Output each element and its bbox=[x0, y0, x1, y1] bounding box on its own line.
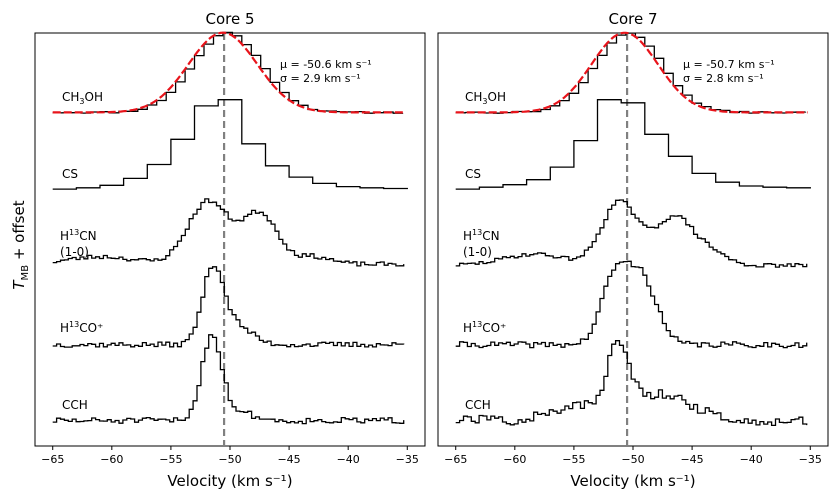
label-sup: 13 bbox=[472, 320, 482, 329]
species-label: H13CO⁺ bbox=[60, 320, 103, 335]
x-tick-label: −35 bbox=[799, 453, 822, 466]
x-tick-label: −35 bbox=[396, 453, 419, 466]
fit-mu-annotation: μ = -50.6 km s⁻¹ bbox=[280, 58, 372, 71]
species-label: CCH bbox=[465, 398, 491, 412]
gaussian-fit-curve bbox=[52, 31, 405, 114]
x-tick-label: −60 bbox=[503, 453, 526, 466]
spectrum-h13cn-1-0- bbox=[52, 198, 405, 267]
label-main: CS bbox=[465, 167, 481, 181]
label-main: H bbox=[463, 321, 472, 335]
ylabel-t: T bbox=[10, 279, 28, 290]
spectrum-cch bbox=[455, 340, 808, 427]
spectrum-cch bbox=[52, 334, 405, 425]
x-tick-label: −45 bbox=[680, 453, 703, 466]
x-axis-label: Velocity (km s⁻¹) bbox=[570, 472, 695, 490]
x-tick-label: −45 bbox=[277, 453, 300, 466]
species-label: H13CN bbox=[463, 228, 500, 243]
ylabel-sub: MB bbox=[20, 265, 31, 281]
x-tick-label: −50 bbox=[621, 453, 644, 466]
label-sup: 13 bbox=[472, 228, 482, 237]
species-label: H13CN bbox=[60, 228, 97, 243]
x-axis-label: Velocity (km s⁻¹) bbox=[167, 472, 292, 490]
label-main: CCH bbox=[62, 398, 88, 412]
x-tick-label: −65 bbox=[41, 453, 64, 466]
label-sup: 13 bbox=[69, 228, 79, 237]
label-main: H bbox=[60, 321, 69, 335]
label-main: H bbox=[60, 229, 69, 243]
spectrum-h13cn-1-0- bbox=[455, 199, 808, 268]
label-rest: CO⁺ bbox=[482, 321, 506, 335]
fit-mu-annotation: μ = -50.7 km s⁻¹ bbox=[683, 58, 775, 71]
label-main: CS bbox=[62, 167, 78, 181]
label-main: H bbox=[463, 229, 472, 243]
x-tick-label: −60 bbox=[100, 453, 123, 466]
species-label: CH3OH bbox=[465, 90, 506, 106]
label-rest: CN bbox=[79, 229, 96, 243]
spectrum-h13co- bbox=[455, 260, 808, 349]
x-tick-label: −55 bbox=[562, 453, 585, 466]
y-axis-label: TMB + offset bbox=[10, 200, 31, 289]
spectrum-cs bbox=[455, 99, 811, 190]
label-sub: 3 bbox=[79, 97, 84, 106]
panel-1: Core 5 −65 −60 −55 −50 −45 −40 −35 Velocity (km … bbox=[34, 10, 426, 490]
species-label: H13CO⁺ bbox=[463, 320, 506, 335]
panel-title: Core 5 bbox=[205, 10, 254, 28]
label-sub: 3 bbox=[482, 97, 487, 106]
species-label: CH3OH bbox=[62, 90, 103, 106]
x-tick-label: −40 bbox=[337, 453, 360, 466]
x-tick-label: −55 bbox=[159, 453, 182, 466]
ylabel-rest: + offset bbox=[10, 200, 28, 265]
label-rest: OH bbox=[85, 90, 103, 104]
label-rest: OH bbox=[488, 90, 506, 104]
x-tick-label: −65 bbox=[444, 453, 467, 466]
species-label: CCH bbox=[62, 398, 88, 412]
label-rest: CN bbox=[482, 229, 499, 243]
label-rest: CO⁺ bbox=[79, 321, 103, 335]
x-tick-label: −40 bbox=[740, 453, 763, 466]
fit-sigma-annotation: σ = 2.8 km s⁻¹ bbox=[683, 72, 764, 85]
label-sup: 13 bbox=[69, 320, 79, 329]
fit-sigma-annotation: σ = 2.9 km s⁻¹ bbox=[280, 72, 361, 85]
panel-2: Core 7 −65 −60 −55 −50 −45 −40 −35 Velocity (km … bbox=[437, 10, 829, 490]
panel-title: Core 7 bbox=[608, 10, 657, 28]
spectrum-h13co- bbox=[52, 266, 405, 348]
spectrum-cs bbox=[52, 99, 408, 190]
label-main: CH bbox=[465, 90, 482, 104]
x-tick-label: −50 bbox=[218, 453, 241, 466]
svg-text:TMB + offset: TMB + offset bbox=[10, 200, 31, 289]
species-label-line2: (1-0) bbox=[60, 245, 89, 259]
gaussian-fit-curve bbox=[455, 31, 808, 114]
label-main: CH bbox=[62, 90, 79, 104]
species-label: CS bbox=[465, 167, 481, 181]
species-label: CS bbox=[62, 167, 78, 181]
label-main: CCH bbox=[465, 398, 491, 412]
species-label-line2: (1-0) bbox=[463, 245, 492, 259]
panels-group: Core 5 −65 −60 −55 −50 −45 −40 −35 Velocity (km … bbox=[34, 10, 829, 490]
